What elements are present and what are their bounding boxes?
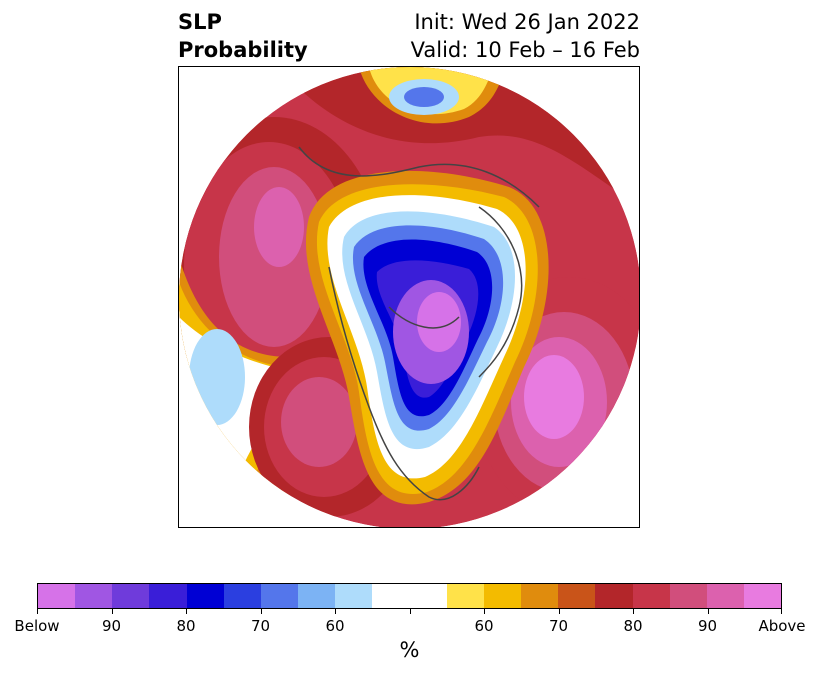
colorbar-tick-label: 70 [548, 617, 569, 635]
colorbar-tick-label: Below [14, 617, 60, 635]
colorbar-tick [335, 609, 336, 614]
colorbar-segment [260, 584, 299, 608]
colorbar-tick-label: 90 [101, 617, 122, 635]
top-cool-core [404, 87, 444, 107]
colorbar-tick [633, 609, 634, 614]
colorbar-tick [186, 609, 187, 614]
colorbar-tick-label: 90 [697, 617, 718, 635]
colorbar-ticks [37, 609, 782, 617]
colorbar-segment [372, 584, 410, 608]
polar-map [178, 66, 640, 528]
colorbar-segment [595, 584, 633, 608]
colorbar-segment [558, 584, 596, 608]
colorbar-tick-label: Above [758, 617, 806, 635]
colorbar-segment [409, 584, 447, 608]
colorbar-tick [409, 609, 411, 614]
colorbar-segment [112, 584, 150, 608]
colorbar-segment [483, 584, 522, 608]
cold-center [417, 292, 461, 352]
alaska-warm-inner [281, 377, 357, 467]
colorbar-tick [111, 609, 113, 614]
coastline-greenland [478, 206, 523, 378]
colorbar-tick [707, 609, 709, 614]
pacific-warm-core [254, 187, 304, 267]
colorbar-tick-labels: Below 90 80 70 60 60 70 80 90 Above [14, 617, 805, 637]
eurasia-warm-core [524, 355, 584, 439]
init-date: Init: Wed 26 Jan 2022 [414, 10, 640, 34]
colorbar-segment [743, 584, 782, 608]
map-dates: Init: Wed 26 Jan 2022 Valid: 10 Feb – 16… [411, 8, 640, 64]
colorbar-unit: % [399, 638, 420, 662]
probability-map [179, 67, 639, 527]
colorbar-tick-label: 70 [250, 617, 271, 635]
colorbar-segment [223, 584, 261, 608]
valid-range: Valid: 10 Feb – 16 Feb [410, 38, 640, 62]
coastline-arctic [388, 306, 460, 329]
colorbar-segment [446, 584, 484, 608]
colorbar-segment [298, 584, 336, 608]
map-title: SLP Probability [178, 8, 308, 64]
colorbar-segment [75, 584, 113, 608]
colorbar-segment [38, 584, 76, 608]
colorbar-tick [484, 609, 485, 614]
colorbar-tick-label: 80 [176, 617, 196, 635]
colorbar-segment [632, 584, 670, 608]
colorbar-segment [186, 584, 224, 608]
title-variable: SLP [178, 10, 222, 34]
colorbar-tick [260, 609, 262, 614]
colorbar-tick [781, 609, 782, 614]
colorbar-segment [706, 584, 744, 608]
colorbar [37, 583, 782, 609]
colorbar-segment [335, 584, 373, 608]
title-field: Probability [178, 38, 308, 62]
colorbar-segment [669, 584, 707, 608]
pacific-cool-blob [189, 329, 245, 425]
coastlines [298, 146, 540, 501]
colorbar-tick [558, 609, 560, 614]
colorbar-tick-label: 80 [623, 617, 643, 635]
colorbar-tick-label: 60 [325, 617, 345, 635]
coastline-north-america [328, 266, 480, 501]
colorbar-tick-label: 60 [474, 617, 494, 635]
colorbar-segment [521, 584, 559, 608]
colorbar-tick [37, 609, 38, 614]
coastline-eurasia [298, 146, 540, 208]
colorbar-segment [149, 584, 187, 608]
